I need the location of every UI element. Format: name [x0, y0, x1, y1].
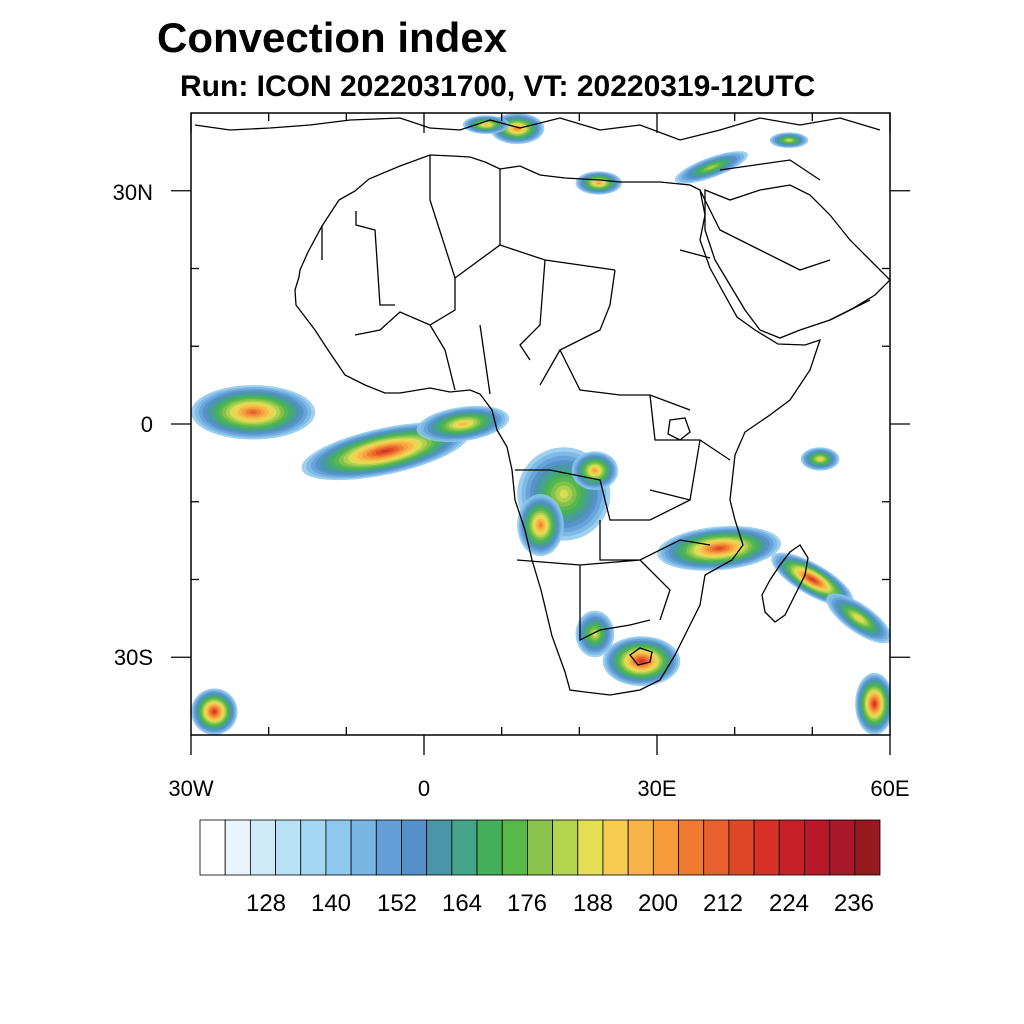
colorbar-swatch	[476, 819, 503, 876]
convection-cell	[771, 552, 854, 607]
colorbar-label: 188	[572, 890, 614, 917]
convection-cell	[575, 171, 623, 195]
colorbar-label: 200	[637, 890, 679, 917]
coastlines-and-borders	[194, 117, 890, 696]
colorbar-swatch	[375, 819, 402, 876]
colorbar-label: 164	[441, 890, 483, 917]
chart-subtitle: Run: ICON 2022031700, VT: 20220319-12UTC	[180, 70, 816, 103]
lesotho-border	[629, 647, 653, 666]
convection-contour	[459, 422, 467, 426]
colorbar-swatch	[426, 819, 453, 876]
axis-ticks	[171, 113, 910, 755]
colorbar-swatch	[627, 819, 654, 876]
colorbar-swatch	[703, 819, 730, 876]
colorbar-swatch	[300, 819, 327, 876]
convection-cell	[769, 132, 809, 149]
convection-cell	[657, 526, 782, 571]
colorbar-label: 128	[245, 890, 287, 917]
colorbar-swatch	[854, 819, 881, 876]
europe-coastline	[194, 117, 881, 141]
convection-contour	[249, 410, 258, 415]
colorbar-swatch	[401, 819, 428, 876]
convection-cell	[800, 447, 840, 471]
colorbar-swatch	[678, 819, 705, 876]
convection-cell	[571, 451, 619, 491]
convection-contour	[597, 182, 601, 184]
colorbar-swatch	[275, 819, 302, 876]
convection-cell	[855, 672, 890, 735]
lat-label-30n: 30N	[112, 180, 153, 205]
convection-contour	[787, 139, 791, 141]
lon-label-30w: 30W	[168, 776, 214, 801]
arabia-coastline	[704, 184, 890, 339]
convection-cell	[191, 688, 238, 735]
convection-cell	[191, 385, 316, 440]
convection-cell	[416, 405, 510, 443]
colorbar-label: 140	[310, 890, 352, 917]
lon-label-30e: 30E	[637, 776, 677, 801]
lat-label-equator: 0	[140, 412, 153, 437]
colorbar-swatch	[224, 819, 251, 876]
colorbar-swatch	[804, 819, 831, 876]
convection-contour	[593, 469, 597, 473]
colorbar-swatch	[552, 819, 579, 876]
convection-contour	[213, 710, 216, 713]
colorbar-label: 152	[376, 890, 418, 917]
convection-contour	[639, 659, 644, 663]
colorbar-swatch	[753, 819, 780, 876]
africa-coastline	[294, 154, 822, 696]
convection-cell	[575, 610, 615, 658]
country-borders	[321, 155, 871, 642]
convection-contour	[810, 577, 815, 582]
convection-contour	[559, 489, 568, 499]
madagascar-coastline	[761, 544, 809, 623]
convection-field	[191, 113, 890, 735]
colorbar-swatch	[602, 819, 629, 876]
convection-contour	[538, 522, 543, 528]
convection-contour	[484, 123, 488, 126]
lon-label-0: 0	[417, 776, 431, 801]
convection-cell	[517, 493, 564, 557]
colorbar-swatch	[728, 819, 755, 876]
convection-contour	[856, 616, 862, 621]
lake-victoria	[667, 417, 691, 441]
colorbar-swatch	[199, 819, 226, 876]
colorbar-swatch	[350, 819, 377, 876]
colorbar	[199, 819, 881, 876]
convection-cell	[602, 636, 681, 687]
colorbar-label: 236	[833, 890, 875, 917]
colorbar-swatch	[451, 819, 478, 876]
colorbar-swatch	[577, 819, 604, 876]
lon-label-60e: 60E	[870, 776, 910, 801]
lat-label-30s: 30S	[113, 645, 153, 670]
colorbar-label: 212	[702, 890, 744, 917]
convection-contour	[380, 449, 390, 453]
colorbar-swatch	[778, 819, 805, 876]
colorbar-swatch	[325, 819, 352, 876]
convection-contour	[707, 165, 716, 170]
colorbar-swatch	[652, 819, 679, 876]
convection-cell	[674, 151, 748, 184]
colorbar-swatch	[501, 819, 528, 876]
colorbar-label: 224	[768, 890, 810, 917]
convection-contour	[873, 702, 876, 706]
chart-title: Convection index	[157, 14, 508, 61]
colorbar-label: 176	[506, 890, 548, 917]
colorbar-swatch	[249, 819, 276, 876]
convection-cell	[826, 593, 890, 644]
colorbar-swatch	[829, 819, 856, 876]
colorbar-swatch	[527, 819, 553, 876]
convection-contour	[818, 457, 822, 460]
convection-contour	[715, 547, 723, 550]
convection-cell	[462, 115, 510, 134]
